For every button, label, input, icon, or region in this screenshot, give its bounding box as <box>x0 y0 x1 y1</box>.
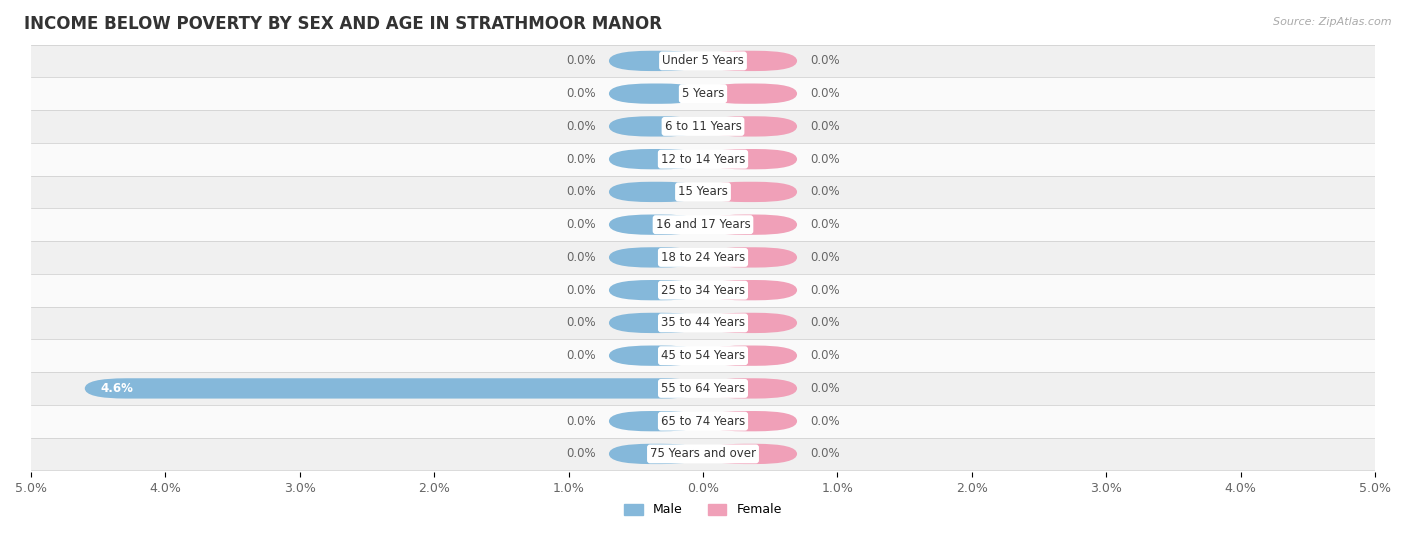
Text: 0.0%: 0.0% <box>810 382 841 395</box>
Text: 0.0%: 0.0% <box>810 283 841 297</box>
Text: 0.0%: 0.0% <box>565 283 596 297</box>
FancyBboxPatch shape <box>31 372 1375 405</box>
FancyBboxPatch shape <box>703 345 797 366</box>
FancyBboxPatch shape <box>31 438 1375 470</box>
FancyBboxPatch shape <box>31 339 1375 372</box>
Text: 0.0%: 0.0% <box>565 251 596 264</box>
Text: 65 to 74 Years: 65 to 74 Years <box>661 415 745 428</box>
Text: 5 Years: 5 Years <box>682 87 724 100</box>
Text: 6 to 11 Years: 6 to 11 Years <box>665 120 741 133</box>
Text: 0.0%: 0.0% <box>565 447 596 461</box>
Text: 18 to 24 Years: 18 to 24 Years <box>661 251 745 264</box>
FancyBboxPatch shape <box>31 143 1375 176</box>
Text: 0.0%: 0.0% <box>810 186 841 198</box>
FancyBboxPatch shape <box>703 444 797 464</box>
FancyBboxPatch shape <box>703 116 797 136</box>
Text: 0.0%: 0.0% <box>565 218 596 231</box>
Text: 4.6%: 4.6% <box>101 382 134 395</box>
FancyBboxPatch shape <box>703 411 797 432</box>
Text: 0.0%: 0.0% <box>565 54 596 68</box>
FancyBboxPatch shape <box>31 306 1375 339</box>
FancyBboxPatch shape <box>31 209 1375 241</box>
FancyBboxPatch shape <box>703 378 797 399</box>
Text: 16 and 17 Years: 16 and 17 Years <box>655 218 751 231</box>
FancyBboxPatch shape <box>609 83 703 104</box>
FancyBboxPatch shape <box>609 247 703 268</box>
FancyBboxPatch shape <box>31 405 1375 438</box>
Text: 0.0%: 0.0% <box>810 218 841 231</box>
Legend: Male, Female: Male, Female <box>619 499 787 522</box>
FancyBboxPatch shape <box>31 45 1375 77</box>
Text: 0.0%: 0.0% <box>810 120 841 133</box>
FancyBboxPatch shape <box>703 83 797 104</box>
FancyBboxPatch shape <box>703 247 797 268</box>
FancyBboxPatch shape <box>703 313 797 333</box>
Text: 75 Years and over: 75 Years and over <box>650 447 756 461</box>
Text: Under 5 Years: Under 5 Years <box>662 54 744 68</box>
FancyBboxPatch shape <box>31 77 1375 110</box>
FancyBboxPatch shape <box>609 345 703 366</box>
Text: 0.0%: 0.0% <box>565 349 596 362</box>
Text: 25 to 34 Years: 25 to 34 Years <box>661 283 745 297</box>
FancyBboxPatch shape <box>609 51 703 71</box>
Text: 55 to 64 Years: 55 to 64 Years <box>661 382 745 395</box>
Text: 0.0%: 0.0% <box>565 120 596 133</box>
FancyBboxPatch shape <box>703 182 797 202</box>
Text: 0.0%: 0.0% <box>810 153 841 165</box>
Text: 0.0%: 0.0% <box>810 54 841 68</box>
Text: 0.0%: 0.0% <box>565 186 596 198</box>
FancyBboxPatch shape <box>703 280 797 300</box>
Text: 0.0%: 0.0% <box>810 87 841 100</box>
Text: 0.0%: 0.0% <box>565 415 596 428</box>
FancyBboxPatch shape <box>703 51 797 71</box>
FancyBboxPatch shape <box>609 149 703 169</box>
FancyBboxPatch shape <box>609 280 703 300</box>
FancyBboxPatch shape <box>31 241 1375 274</box>
FancyBboxPatch shape <box>703 149 797 169</box>
FancyBboxPatch shape <box>609 116 703 136</box>
Text: 0.0%: 0.0% <box>565 316 596 329</box>
Text: 0.0%: 0.0% <box>810 447 841 461</box>
Text: 0.0%: 0.0% <box>810 251 841 264</box>
FancyBboxPatch shape <box>31 176 1375 209</box>
Text: 45 to 54 Years: 45 to 54 Years <box>661 349 745 362</box>
FancyBboxPatch shape <box>609 215 703 235</box>
Text: 0.0%: 0.0% <box>565 87 596 100</box>
Text: 0.0%: 0.0% <box>810 316 841 329</box>
FancyBboxPatch shape <box>31 110 1375 143</box>
FancyBboxPatch shape <box>703 215 797 235</box>
Text: 12 to 14 Years: 12 to 14 Years <box>661 153 745 165</box>
FancyBboxPatch shape <box>609 182 703 202</box>
FancyBboxPatch shape <box>31 274 1375 306</box>
Text: 0.0%: 0.0% <box>565 153 596 165</box>
Text: INCOME BELOW POVERTY BY SEX AND AGE IN STRATHMOOR MANOR: INCOME BELOW POVERTY BY SEX AND AGE IN S… <box>24 15 662 33</box>
FancyBboxPatch shape <box>609 313 703 333</box>
Text: Source: ZipAtlas.com: Source: ZipAtlas.com <box>1274 17 1392 27</box>
FancyBboxPatch shape <box>84 378 703 399</box>
Text: 15 Years: 15 Years <box>678 186 728 198</box>
Text: 0.0%: 0.0% <box>810 349 841 362</box>
Text: 0.0%: 0.0% <box>810 415 841 428</box>
Text: 35 to 44 Years: 35 to 44 Years <box>661 316 745 329</box>
FancyBboxPatch shape <box>609 444 703 464</box>
FancyBboxPatch shape <box>609 411 703 432</box>
